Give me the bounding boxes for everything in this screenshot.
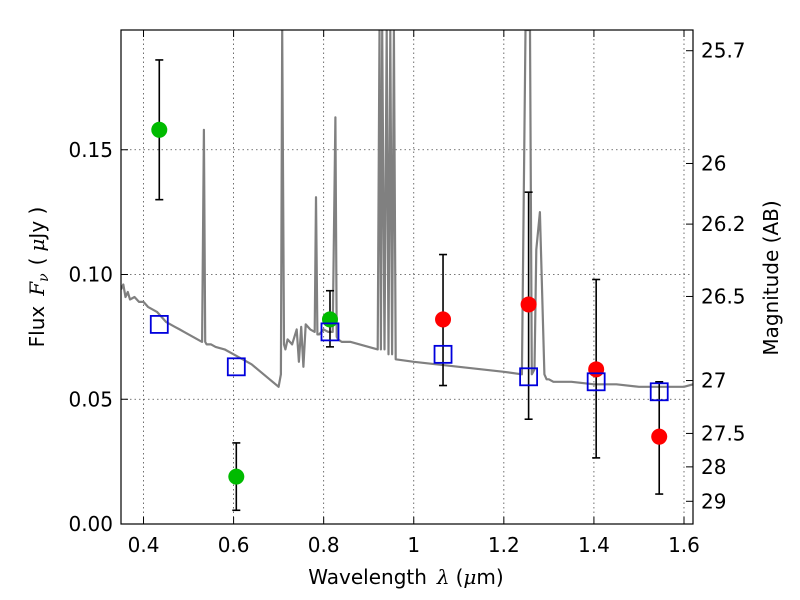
data-point <box>435 311 452 328</box>
x-axis-label: Wavelength λ (μm) <box>308 565 503 589</box>
plot-frame <box>120 29 694 525</box>
y2-axis-label: Magnitude (AB) <box>759 200 783 355</box>
y2-tick-label: 25.7 <box>701 39 746 63</box>
photometry-markers <box>149 121 669 485</box>
data-point <box>321 311 338 328</box>
spectrum-line <box>121 30 693 388</box>
model-point <box>149 315 169 334</box>
x-tick-label: 0.6 <box>218 533 250 557</box>
y-tick-label: 0.05 <box>68 387 113 411</box>
data-point <box>520 296 537 313</box>
x-tick-label: 1.2 <box>488 533 520 557</box>
y-tick-label: 0.00 <box>68 512 113 536</box>
y2-tick-label: 29 <box>701 489 726 513</box>
data-point <box>151 121 168 138</box>
error-bars <box>155 59 664 512</box>
y2-tick-label: 28 <box>701 455 726 479</box>
model-point <box>649 382 669 402</box>
y2-tick-label: 26.2 <box>701 212 746 236</box>
grid <box>121 30 693 525</box>
y-axis-label: FluxFν(μJy ) <box>25 207 52 348</box>
model-point <box>226 357 246 377</box>
y2-tick-label: 26 <box>701 151 726 175</box>
data-point <box>228 468 245 485</box>
y2-tick-label: 27.5 <box>701 421 746 445</box>
x-tick-label: 0.4 <box>128 533 160 557</box>
x-tick-label: 1.6 <box>668 533 700 557</box>
data-point <box>588 361 605 378</box>
x-tick-label: 0.8 <box>308 533 340 557</box>
data-point <box>651 428 668 445</box>
model-spectrum <box>121 30 693 388</box>
y-tick-label: 0.10 <box>68 263 113 287</box>
tick-labels: 0.4 0.6 0.8 1 1.2 1.4 1.6 0.00 0.05 0.10 0.15 25.7 2… <box>68 39 745 557</box>
model-point <box>519 367 539 387</box>
x-tick-label: 1 <box>407 533 420 557</box>
model-point <box>433 344 453 364</box>
model-point <box>320 322 340 342</box>
axis-ticks <box>121 30 693 525</box>
model-point <box>586 372 606 392</box>
y2-tick-label: 26.5 <box>701 284 746 308</box>
y2-tick-label: 27 <box>701 369 726 393</box>
y-tick-label: 0.15 <box>68 138 113 162</box>
x-tick-label: 1.4 <box>578 533 610 557</box>
